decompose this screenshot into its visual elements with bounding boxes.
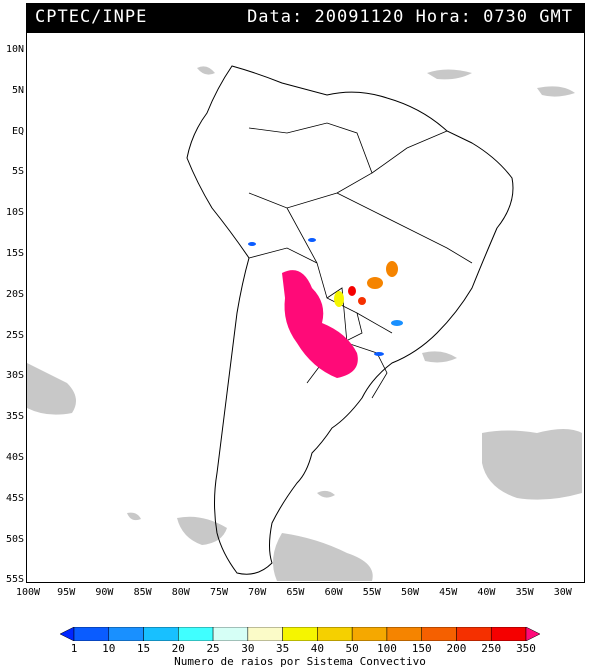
date-value: 20091120: [314, 7, 405, 27]
lon-label: 95W: [57, 587, 76, 598]
colorbar-swatch: [386, 627, 422, 641]
colorbar-label: 15: [136, 642, 151, 655]
lon-label: 50W: [400, 587, 420, 598]
colorbar-swatch: [351, 627, 388, 641]
colorbar-swatch: [525, 627, 540, 641]
lon-label: 90W: [95, 587, 114, 598]
colorbar-swatch: [456, 627, 492, 641]
lon-label: 65W: [286, 587, 305, 598]
lat-label: 10N: [5, 44, 24, 55]
map-header: CPTEC/INPE Data: 20091120 Hora: 0730 GMT: [26, 3, 585, 32]
colorbar-title: Numero de raios por Sistema Convectivo: [174, 655, 426, 668]
colorbar-label: 20: [171, 642, 185, 655]
colorbar-swatch: [421, 627, 457, 641]
lat-label: 5N: [11, 84, 24, 96]
lon-label: 60W: [324, 587, 343, 598]
colorbar-swatch: [490, 627, 527, 641]
lat-label: 55S: [5, 574, 24, 586]
colorbar-swatch: [143, 627, 179, 641]
colorbar-label: 250: [481, 642, 502, 655]
lon-label: 35W: [515, 587, 534, 598]
colorbar-swatch: [247, 627, 283, 641]
lat-label: 50S: [5, 533, 24, 545]
agency-label: CPTEC/INPE: [35, 7, 148, 27]
lon-label: 40W: [477, 587, 496, 598]
lightning-colorbar: [60, 627, 540, 641]
colorbar-label: 50: [345, 642, 359, 655]
map-frame: [26, 32, 585, 583]
lat-label: 35S: [5, 411, 24, 423]
colorbar-swatch: [212, 627, 249, 641]
colorbar-label: 35: [275, 642, 290, 655]
colorbar-swatch: [178, 627, 214, 641]
colorbar-swatch: [60, 627, 75, 641]
lon-label: 30W: [553, 587, 572, 598]
lat-label: 20S: [5, 288, 24, 300]
colorbar-label: 1: [70, 642, 78, 655]
lon-label: 75W: [209, 587, 229, 598]
colorbar-label: 150: [411, 642, 432, 655]
lat-label: 25S: [5, 329, 24, 341]
colorbar-label: 200: [446, 642, 467, 655]
lon-label: 85W: [133, 587, 152, 598]
colorbar-swatch: [73, 627, 110, 641]
date-caption: Data:: [247, 7, 304, 27]
lat-label: 30S: [5, 370, 24, 382]
lon-label: 70W: [248, 587, 267, 598]
lon-label: 55W: [362, 587, 381, 598]
lat-label: 45S: [5, 492, 24, 504]
colorbar-label: 30: [241, 642, 255, 655]
time-caption: Hora:: [415, 7, 472, 27]
convective-systems: [248, 238, 403, 378]
lat-label: 10S: [5, 207, 24, 219]
colorbar-label: 40: [310, 642, 324, 655]
cloud-cover: [27, 66, 582, 581]
timezone-value: GMT: [539, 7, 573, 27]
time-value: 0730: [483, 7, 529, 27]
lat-label: 5S: [11, 166, 24, 178]
lon-label: 45W: [439, 587, 458, 598]
colorbar-label: 10: [102, 642, 116, 655]
colorbar-label: 100: [376, 642, 397, 655]
continent-outline: [186, 65, 514, 575]
lon-label: 100W: [15, 587, 41, 598]
colorbar-swatch: [282, 627, 318, 641]
colorbar-label: 25: [206, 642, 220, 655]
colorbar-label: 350: [516, 642, 536, 655]
lat-label: 40S: [5, 452, 24, 463]
lat-label: EQ: [11, 125, 24, 137]
south-america-map: [27, 65, 582, 581]
lat-label: 15S: [5, 248, 24, 259]
colorbar-swatch: [317, 627, 353, 641]
colorbar-swatch: [108, 627, 144, 641]
lon-label: 80W: [171, 587, 190, 598]
datetime-label: Data: 20091120 Hora: 0730 GMT: [247, 7, 573, 27]
